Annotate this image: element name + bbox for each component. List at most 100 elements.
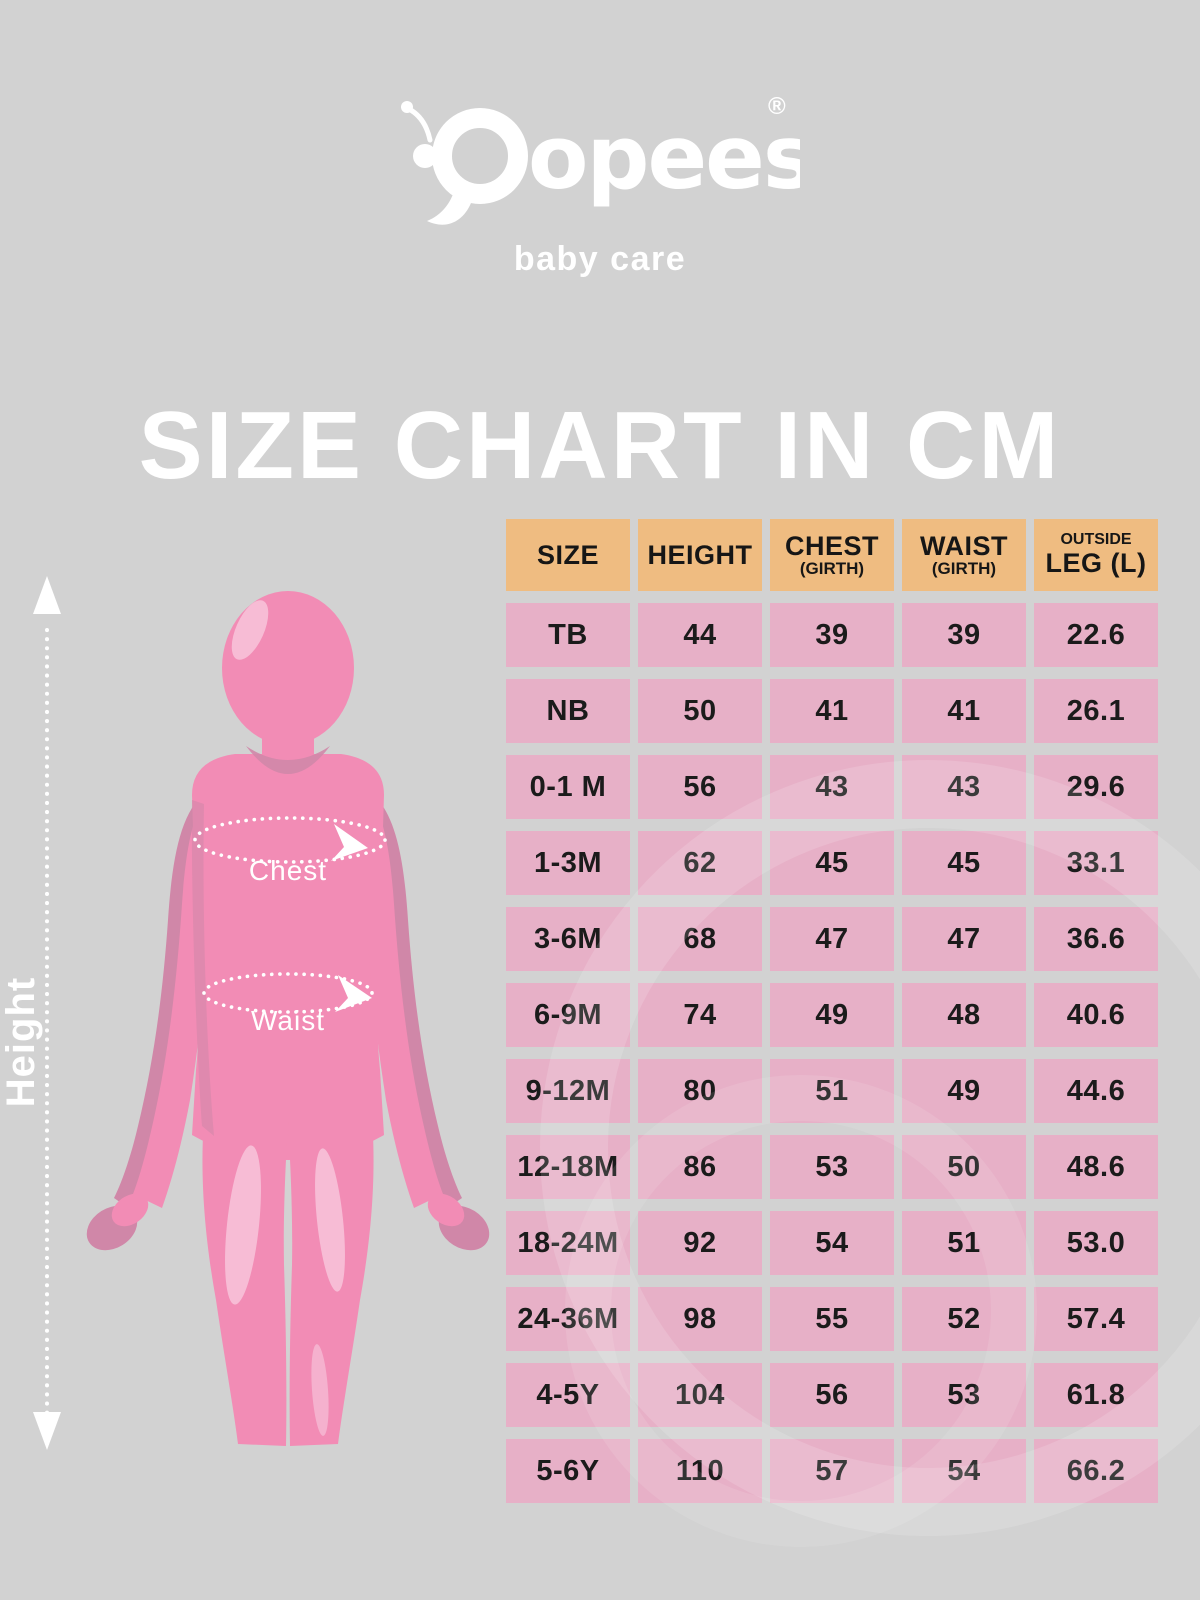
figure-shading [191,746,330,1136]
waist-measure: Waist [202,972,374,1036]
table-row: 1-3M 62 45 45 33.1 [506,831,1158,895]
logo-p-ring [432,108,528,204]
cell-outside-leg: 36.6 [1034,907,1158,971]
table-row: 18-24M 92 54 51 53.0 [506,1211,1158,1275]
logo-p-tail [427,186,471,225]
page-title: SIZE CHART IN CM [138,392,1062,500]
cell-outside-leg: 29.6 [1034,755,1158,819]
cell-outside-leg: 61.8 [1034,1363,1158,1427]
waist-arrow-icon [335,975,372,1012]
cell-chest: 47 [770,907,894,971]
cell-size: 18-24M [506,1211,630,1275]
cell-outside-leg: 40.6 [1034,983,1158,1047]
table-row: 12-18M 86 53 50 48.6 [506,1135,1158,1199]
height-arrow-up-icon [33,576,61,614]
cell-size: 0-1 M [506,755,630,819]
cell-chest: 41 [770,679,894,743]
height-measure: Height [0,576,61,1450]
column-header-chest: CHEST (GIRTH) [770,519,894,591]
figure-highlights [225,600,345,1436]
cell-outside-leg: 44.6 [1034,1059,1158,1123]
logo-bug-body [413,144,437,168]
cell-height: 62 [638,831,762,895]
cell-chest: 54 [770,1211,894,1275]
size-table-body: TB 44 39 39 22.6 NB 50 41 41 26.1 0-1 M … [506,603,1158,1503]
cell-outside-leg: 53.0 [1034,1211,1158,1275]
cell-chest: 57 [770,1439,894,1503]
column-header-waist: WAIST (GIRTH) [902,519,1026,591]
chest-arrow-icon [331,824,368,861]
cell-chest: 49 [770,983,894,1047]
figure-torso [192,754,384,1160]
cell-waist: 49 [902,1059,1026,1123]
table-row: 6-9M 74 49 48 40.6 [506,983,1158,1047]
table-row: NB 50 41 41 26.1 [506,679,1158,743]
cell-waist: 54 [902,1439,1026,1503]
column-header-height: HEIGHT [638,519,762,591]
waist-dotted-ellipse [202,972,374,1014]
cell-size: 5-6Y [506,1439,630,1503]
waist-label: Waist [251,1005,325,1036]
cell-outside-leg: 66.2 [1034,1439,1158,1503]
cell-size: 4-5Y [506,1363,630,1427]
cell-height: 110 [638,1439,762,1503]
cell-height: 50 [638,679,762,743]
column-header-size: SIZE [506,519,630,591]
cell-height: 86 [638,1135,762,1199]
cell-waist: 41 [902,679,1026,743]
cell-size: 12-18M [506,1135,630,1199]
column-header-outside-leg: OUTSIDE LEG (L) [1034,519,1158,591]
table-row: 4-5Y 104 56 53 61.8 [506,1363,1158,1427]
table-row: 9-12M 80 51 49 44.6 [506,1059,1158,1123]
cell-waist: 47 [902,907,1026,971]
table-row: TB 44 39 39 22.6 [506,603,1158,667]
table-row: 24-36M 98 55 52 57.4 [506,1287,1158,1351]
cell-waist: 45 [902,831,1026,895]
table-row: 5-6Y 110 57 54 66.2 [506,1439,1158,1503]
logo-wordmark: opees [528,106,800,209]
header-row: SIZE HEIGHT CHEST (GIRTH) WAIST (GIRTH) [506,519,1158,591]
cell-chest: 51 [770,1059,894,1123]
cell-outside-leg: 57.4 [1034,1287,1158,1351]
cell-height: 80 [638,1059,762,1123]
cell-height: 92 [638,1211,762,1275]
cell-outside-leg: 26.1 [1034,679,1158,743]
cell-waist: 48 [902,983,1026,1047]
cell-outside-leg: 48.6 [1034,1135,1158,1199]
figure-right-arm [356,786,443,1208]
cell-chest: 45 [770,831,894,895]
cell-waist: 52 [902,1287,1026,1351]
brand-tagline: baby care [513,240,687,278]
cell-height: 44 [638,603,762,667]
cell-chest: 43 [770,755,894,819]
logo-antenna [406,106,433,143]
chest-label: Chest [249,855,327,886]
cell-size: 9-12M [506,1059,630,1123]
cell-outside-leg: 22.6 [1034,603,1158,667]
cell-height: 68 [638,907,762,971]
height-arrow-down-icon [33,1412,61,1450]
table-row: 0-1 M 56 43 43 29.6 [506,755,1158,819]
cell-chest: 53 [770,1135,894,1199]
cell-height: 74 [638,983,762,1047]
cell-waist: 50 [902,1135,1026,1199]
brand-logo: opees ® baby care [0,84,1200,279]
size-table-container: SIZE HEIGHT CHEST (GIRTH) WAIST (GIRTH) [498,507,1166,1515]
cell-size: TB [506,603,630,667]
size-table-head: SIZE HEIGHT CHEST (GIRTH) WAIST (GIRTH) [506,519,1158,591]
cell-waist: 39 [902,603,1026,667]
cell-chest: 56 [770,1363,894,1427]
cell-height: 98 [638,1287,762,1351]
cell-outside-leg: 33.1 [1034,831,1158,895]
cell-chest: 39 [770,603,894,667]
cell-height: 56 [638,755,762,819]
cell-height: 104 [638,1363,762,1427]
registered-mark: ® [768,93,786,120]
cell-size: 3-6M [506,907,630,971]
cell-waist: 43 [902,755,1026,819]
logo-antenna-tip [401,101,413,113]
cell-size: 1-3M [506,831,630,895]
cell-size: 24-36M [506,1287,630,1351]
cell-size: NB [506,679,630,743]
